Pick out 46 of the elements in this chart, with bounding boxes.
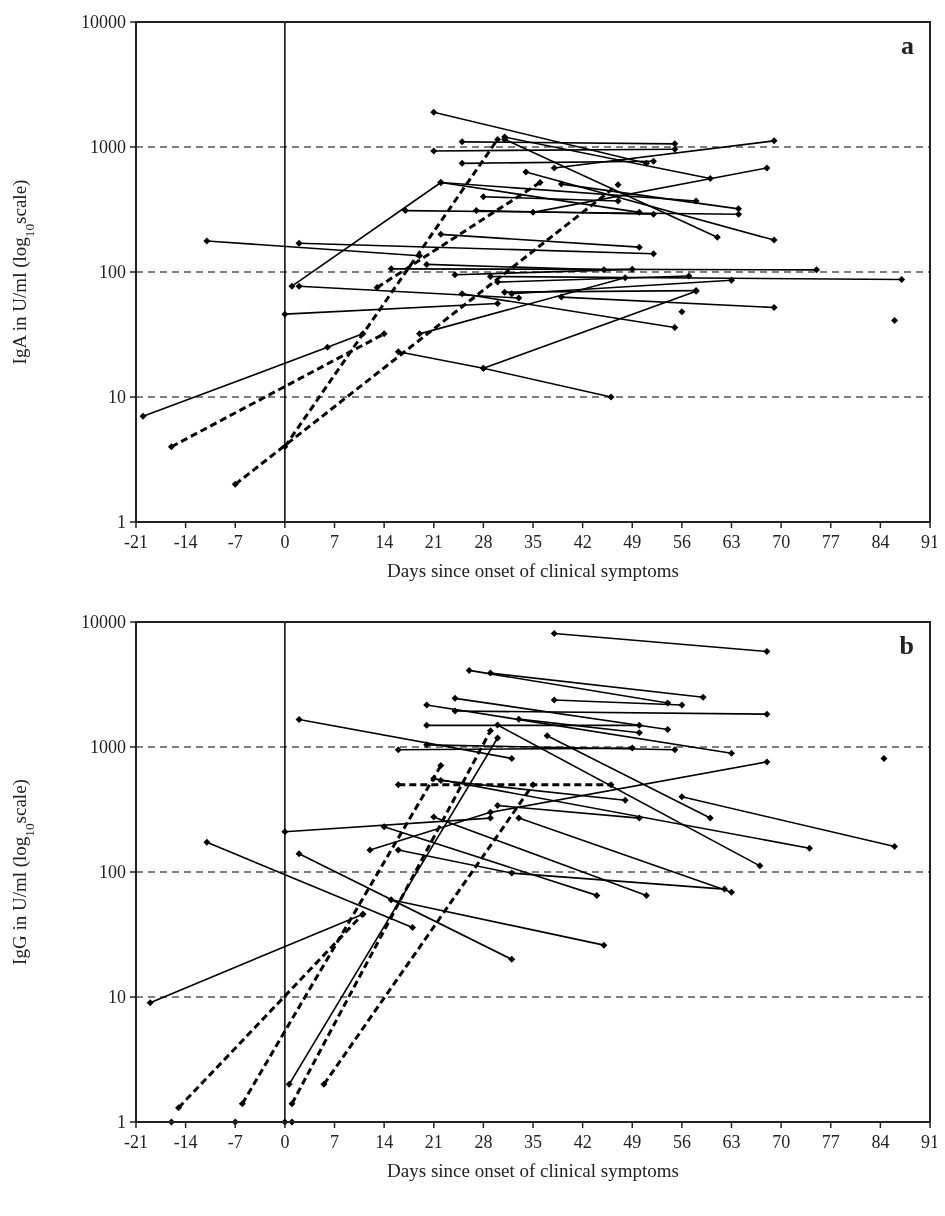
x-tick-label: 42	[573, 532, 592, 552]
x-tick-label: 63	[722, 1132, 741, 1152]
annotation: a	[901, 31, 914, 60]
x-tick-label: -21	[124, 1132, 148, 1152]
x-tick-label: 7	[330, 532, 339, 552]
x-axis-title: Days since onset of clinical symptoms	[387, 560, 679, 581]
x-tick-label: 35	[524, 532, 542, 552]
x-tick-label: 28	[474, 1132, 493, 1152]
x-tick-label: 49	[623, 532, 642, 552]
x-tick-label: -7	[227, 1132, 243, 1152]
x-tick-label: -21	[124, 532, 148, 552]
x-tick-label: 49	[623, 1132, 642, 1152]
x-tick-label: 42	[573, 1132, 592, 1152]
x-tick-label: 21	[424, 1132, 443, 1152]
annotation: b	[899, 631, 914, 660]
x-tick-label: 70	[772, 532, 791, 552]
y-tick-label: 10	[108, 987, 126, 1007]
x-tick-label: 84	[871, 532, 890, 552]
x-tick-label: 0	[280, 532, 290, 552]
y-tick-label: 10000	[81, 612, 126, 632]
x-tick-label: -14	[173, 1132, 198, 1152]
x-tick-label: 77	[821, 532, 840, 552]
y-tick-label: 1	[117, 512, 126, 532]
x-tick-label: 21	[424, 532, 443, 552]
x-tick-label: -7	[227, 532, 243, 552]
x-tick-label: -14	[173, 532, 198, 552]
y-tick-label: 10	[108, 387, 126, 407]
x-tick-label: 56	[672, 1132, 691, 1152]
x-tick-label: 56	[672, 532, 691, 552]
y-tick-label: 1	[117, 1112, 126, 1132]
x-tick-label: 84	[871, 1132, 890, 1152]
x-tick-label: 77	[821, 1132, 840, 1152]
y-tick-label: 1000	[90, 737, 126, 757]
y-tick-label: 1000	[90, 137, 126, 157]
x-tick-label: 14	[375, 532, 394, 552]
x-tick-label: 70	[772, 1132, 791, 1152]
x-tick-label: 28	[474, 532, 493, 552]
y-tick-label: 100	[99, 262, 126, 282]
x-tick-label: 7	[330, 1132, 339, 1152]
y-tick-label: 10000	[81, 12, 126, 32]
x-tick-label: 0	[280, 1132, 290, 1152]
x-tick-label: 63	[722, 532, 741, 552]
x-tick-label: 35	[524, 1132, 542, 1152]
y-tick-label: 100	[99, 862, 126, 882]
x-axis-title: Days since onset of clinical symptoms	[387, 1160, 679, 1181]
x-tick-label: 14	[375, 1132, 394, 1152]
